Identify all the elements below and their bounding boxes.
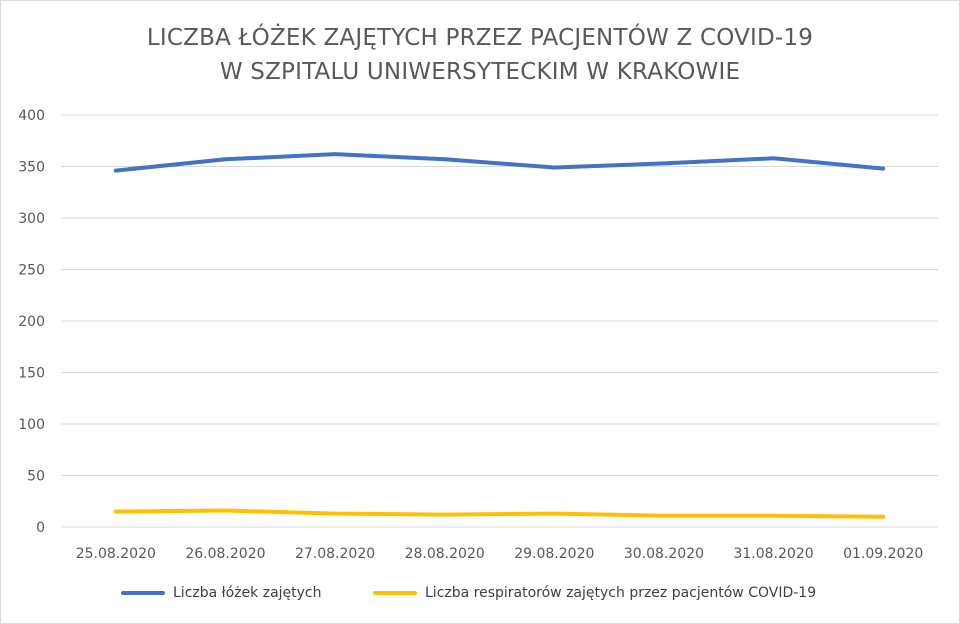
legend-item-beds: Liczba łóżek zajętych	[121, 579, 322, 607]
legend-item-respirators: Liczba respiratorów zajętych przez pacje…	[373, 579, 816, 607]
x-tick-label-2: 27.08.2020	[295, 546, 375, 562]
legend-swatch-beds	[121, 591, 165, 595]
y-tick-label-350: 350	[18, 160, 45, 176]
y-tick-label-150: 150	[18, 366, 45, 382]
legend-label-beds: Liczba łóżek zajętych	[173, 585, 322, 601]
chart-title-line-2: W SZPITALU UNIWERSYTECKIM W KRAKOWIE	[219, 59, 741, 85]
legend-label-respirators: Liczba respiratorów zajętych przez pacje…	[425, 585, 817, 601]
x-tick-label-6: 31.08.2020	[733, 546, 813, 562]
x-tick-label-7: 01.09.2020	[843, 546, 923, 562]
y-tick-label-400: 400	[18, 108, 45, 124]
y-tick-label-250: 250	[18, 263, 45, 279]
legend-swatch-respirators	[373, 591, 417, 595]
y-tick-label-300: 300	[18, 211, 45, 227]
x-tick-label-3: 28.08.2020	[405, 546, 485, 562]
chart-title: LICZBA ŁÓŻEK ZAJĘTYCH PRZEZ PACJENTÓW Z …	[1, 21, 959, 89]
series-line-0	[113, 152, 886, 173]
x-tick-label-0: 25.08.2020	[76, 546, 156, 562]
y-tick-label-100: 100	[18, 417, 45, 433]
y-tick-label-200: 200	[18, 314, 45, 330]
chart-legend: Liczba łóżek zajętych Liczba respiratoró…	[1, 579, 959, 607]
chart-title-line-1: LICZBA ŁÓŻEK ZAJĘTYCH PRZEZ PACJENTÓW Z …	[146, 25, 814, 51]
x-tick-label-1: 26.08.2020	[185, 546, 265, 562]
y-tick-label-50: 50	[27, 469, 45, 485]
x-tick-label-5: 30.08.2020	[624, 546, 704, 562]
series-line-1	[113, 508, 886, 519]
x-tick-label-4: 29.08.2020	[514, 546, 594, 562]
y-tick-label-0: 0	[36, 520, 45, 536]
